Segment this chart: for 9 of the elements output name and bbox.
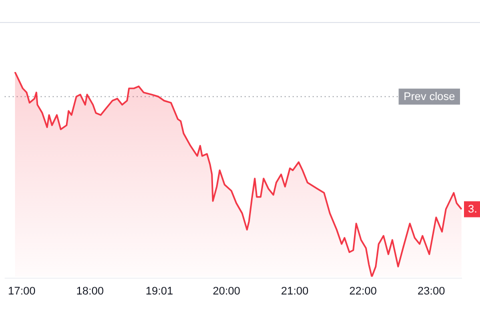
x-tick-label: 17:00 bbox=[8, 285, 36, 298]
annotation: 3. bbox=[468, 204, 478, 216]
x-tick-label: 22:00 bbox=[349, 285, 377, 298]
x-tick-label: 19:01 bbox=[146, 285, 174, 298]
x-tick-label: 23:00 bbox=[418, 285, 446, 298]
ref-line-label: Prev close bbox=[404, 91, 456, 104]
x-tick-label: 20:00 bbox=[212, 285, 240, 298]
x-tick-label: 18:00 bbox=[76, 285, 104, 298]
x-tick-label: 21:00 bbox=[281, 285, 309, 298]
